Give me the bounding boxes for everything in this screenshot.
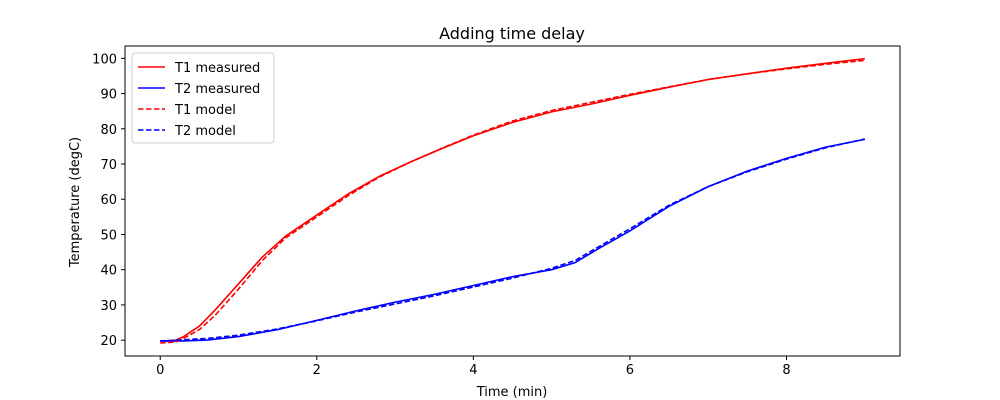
legend: T1 measured T2 measured T1 model T2 model — [131, 52, 275, 144]
x-tick-label: 4 — [469, 363, 477, 378]
x-tick-label: 2 — [313, 363, 321, 378]
x-tick-label: 8 — [782, 363, 790, 378]
x-tick-label: 0 — [156, 363, 164, 378]
legend-box — [131, 52, 275, 144]
series-line-t2-model — [160, 138, 865, 342]
y-tick-label: 40 — [100, 264, 117, 279]
chart-title: Adding time delay — [439, 24, 585, 43]
y-tick-label: 30 — [100, 299, 117, 314]
ticks-layer: 0 2 4 6 8 20 30 40 50 60 70 80 90 100 — [92, 52, 790, 378]
series-line-t1-model — [160, 59, 865, 344]
y-tick-label: 50 — [100, 228, 117, 243]
legend-label: T1 measured — [174, 61, 260, 76]
legend-label: T1 model — [174, 103, 236, 118]
y-tick-label: 90 — [100, 88, 117, 103]
legend-label: T2 measured — [174, 82, 260, 97]
y-axis-label: Temperature (degC) — [68, 137, 83, 268]
y-tick-label: 70 — [100, 158, 117, 173]
x-axis-label: Time (min) — [476, 385, 548, 400]
series-line-t2-measured — [160, 138, 865, 342]
y-tick-label: 20 — [100, 334, 117, 349]
plot-frame — [124, 45, 901, 357]
legend-label: T2 model — [174, 124, 236, 139]
y-tick-label: 60 — [100, 193, 117, 208]
x-tick-label: 6 — [626, 363, 634, 378]
y-tick-label: 80 — [100, 123, 117, 138]
series-layer — [160, 57, 865, 344]
y-tick-label: 100 — [92, 52, 117, 67]
